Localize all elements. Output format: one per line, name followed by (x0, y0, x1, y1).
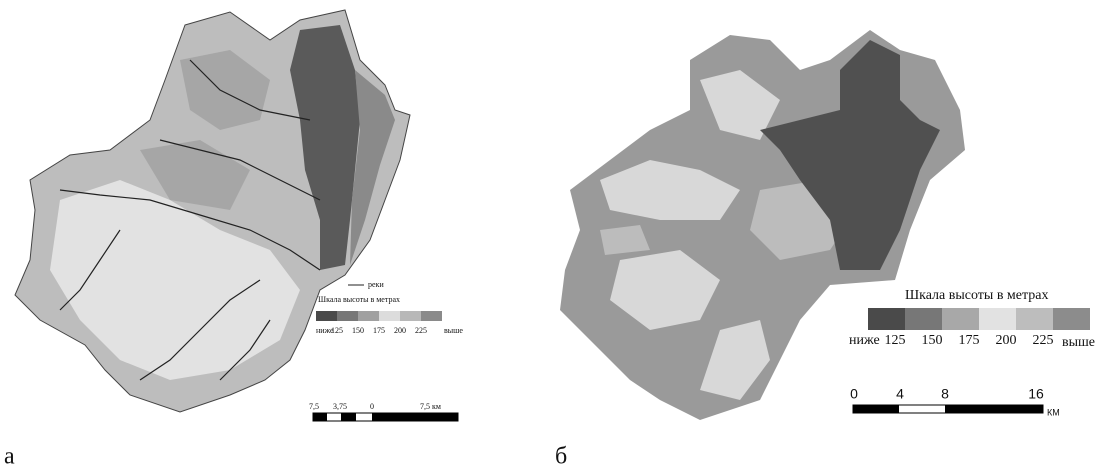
rivers (59, 59, 321, 381)
scale-label: 8 (941, 386, 949, 402)
map-b (560, 30, 965, 420)
scale-label: 7,5 км (420, 402, 441, 411)
legend-label: 225 (415, 326, 427, 335)
legend-swatches (316, 311, 442, 321)
legend-label: 125 (331, 326, 343, 335)
map-a (14, 9, 411, 413)
scale-bar-a: 7,5 3,75 0 7,5 км (309, 402, 459, 422)
legend-label: 200 (394, 326, 406, 335)
legend-title: Шкала высоты в метрах (318, 295, 400, 304)
legend-label: выше (1062, 335, 1095, 350)
legend-title: Шкала высоты в метрах (905, 288, 1049, 303)
legend-label: 175 (373, 326, 385, 335)
legend-label: ниже (316, 326, 334, 335)
panel-label: а (4, 444, 15, 470)
valley-edge (350, 70, 395, 265)
legend-label: 150 (352, 326, 364, 335)
terrain-mid (140, 50, 270, 210)
legend-label: 225 (1033, 333, 1054, 348)
legend-swatches (868, 308, 1090, 330)
legend-b: Шкала высоты в метрах ниже 125 150 175 2… (849, 288, 1095, 350)
scale-label: 0 (850, 386, 858, 402)
scale-label: 0 (370, 402, 374, 411)
scale-label: 3,75 (333, 402, 347, 411)
legend-label: 150 (922, 333, 943, 348)
river-label: реки (368, 280, 384, 289)
terrain-high (50, 180, 300, 380)
legend-label: ниже (849, 333, 880, 348)
scale-label: 7,5 (309, 402, 319, 411)
legend-label: выше (444, 326, 463, 335)
panel-label: б (555, 444, 567, 470)
terrain-light (600, 70, 780, 400)
scale-label: 4 (896, 386, 904, 402)
legend-label: 200 (996, 333, 1017, 348)
legend-a: реки Шкала высоты в метрах ниже 125 150 … (316, 280, 463, 335)
valley (760, 40, 940, 270)
terrain-mid (600, 180, 850, 260)
scale-label: 16 (1028, 386, 1044, 402)
legend-label: 175 (959, 333, 980, 348)
valley (290, 25, 360, 270)
scale-unit: КМ (1047, 407, 1060, 417)
scale-bar-b: 0 4 8 16 КМ (850, 386, 1060, 418)
legend-label: 125 (885, 333, 906, 348)
